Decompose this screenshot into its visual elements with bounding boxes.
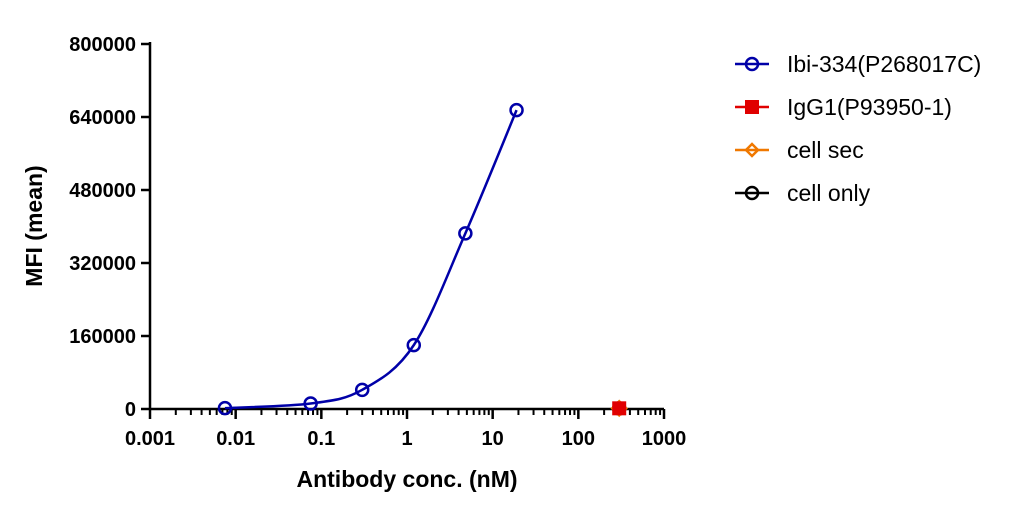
x-tick-label: 0.01: [216, 428, 255, 450]
plot-area: [217, 102, 628, 418]
data-point: [354, 382, 370, 398]
data-point: [303, 396, 318, 411]
x-tick-label: 0.001: [125, 428, 175, 450]
y-tick-label: 0: [125, 399, 136, 421]
axis-ticks: 0 160000 320000 480000 640000 800000 0.001 0.01…: [69, 34, 686, 450]
series-curve: [224, 109, 518, 410]
legend-label: Ibi-334(P268017C): [787, 51, 981, 77]
x-axis-label: Antibody conc. (nM): [296, 466, 517, 492]
y-tick-label: 160000: [69, 326, 136, 348]
legend-label: cell only: [787, 180, 871, 206]
y-tick-label: 800000: [69, 34, 136, 56]
legend: Ibi-334(P268017C) IgG1(P93950-1) cell sec c…: [735, 51, 981, 206]
legend-marker: [745, 100, 759, 114]
y-tick-label: 480000: [69, 180, 136, 202]
x-tick-label: 100: [562, 428, 595, 450]
x-tick-label: 1000: [642, 428, 687, 450]
y-tick-label: 320000: [69, 253, 136, 275]
x-tick-label: 0.1: [307, 428, 335, 450]
data-point: [509, 102, 524, 118]
legend-label: IgG1(P93950-1): [787, 94, 952, 120]
x-tick-label: 10: [482, 428, 504, 450]
y-tick-label: 640000: [69, 107, 136, 129]
data-point: [458, 226, 473, 241]
legend-label: cell sec: [787, 137, 864, 163]
data-point: [612, 401, 627, 416]
x-tick-label: 1: [401, 428, 412, 450]
y-axis-label: MFI (mean): [21, 165, 47, 286]
legend-marker: [744, 142, 760, 158]
data-point: [406, 337, 422, 353]
legend-marker: [744, 56, 760, 72]
legend-marker: [744, 185, 760, 201]
data-point: [217, 400, 233, 416]
